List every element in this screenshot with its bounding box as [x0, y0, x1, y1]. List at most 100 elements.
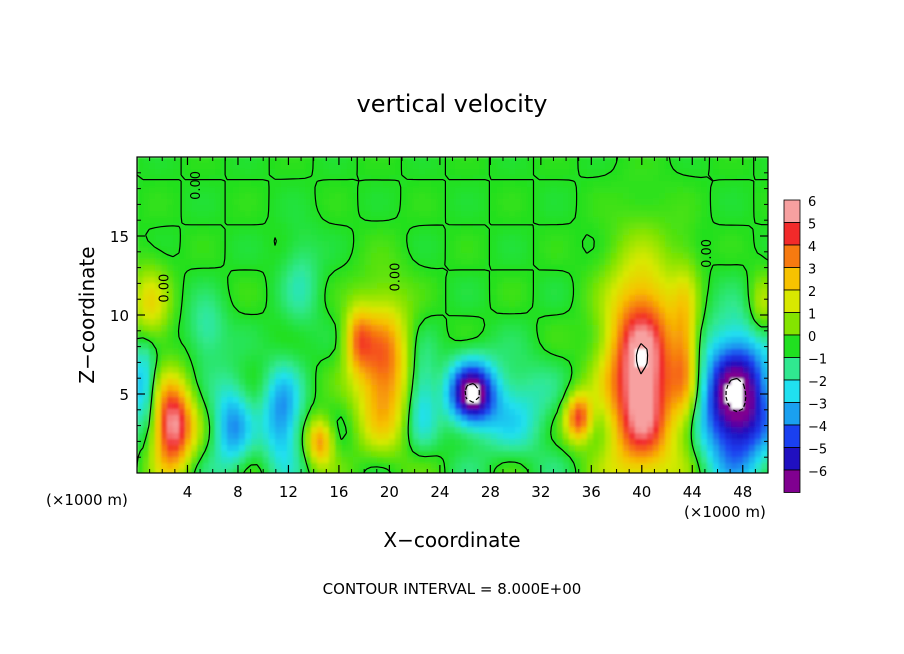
heatmap-cell [755, 187, 762, 194]
heatmap-cell [521, 193, 528, 200]
heatmap-cell [689, 295, 696, 302]
heatmap-cell [539, 391, 546, 398]
heatmap-cell [215, 229, 222, 236]
heatmap-cell [575, 385, 582, 392]
heatmap-cell [503, 421, 510, 428]
heatmap-cell [305, 331, 312, 338]
heatmap-cell [569, 235, 576, 242]
heatmap-cell [617, 379, 624, 386]
heatmap-cell [617, 235, 624, 242]
heatmap-cell [527, 373, 534, 380]
heatmap-cell [479, 367, 486, 374]
heatmap-cell [179, 427, 186, 434]
heatmap-cell [209, 319, 216, 326]
heatmap-cell [257, 313, 264, 320]
heatmap-cell [707, 415, 714, 422]
heatmap-cell [329, 421, 336, 428]
heatmap-cell [221, 163, 228, 170]
heatmap-cell [383, 403, 390, 410]
heatmap-cell [419, 229, 426, 236]
heatmap-cell [443, 313, 450, 320]
heatmap-cell [509, 325, 516, 332]
heatmap-cell [749, 205, 756, 212]
heatmap-cell [209, 391, 216, 398]
heatmap-cell [539, 199, 546, 206]
heatmap-cell [515, 355, 522, 362]
heatmap-cell [755, 211, 762, 218]
heatmap-cell [485, 391, 492, 398]
heatmap-cell [695, 349, 702, 356]
heatmap-cell [587, 403, 594, 410]
heatmap-cell [497, 253, 504, 260]
heatmap-cell [599, 289, 606, 296]
heatmap-cell [371, 379, 378, 386]
heatmap-cell [281, 163, 288, 170]
heatmap-cell [575, 337, 582, 344]
heatmap-cell [269, 367, 276, 374]
heatmap-cell [731, 421, 738, 428]
heatmap-cell [689, 409, 696, 416]
heatmap-cell [329, 409, 336, 416]
heatmap-cell [449, 295, 456, 302]
heatmap-cell [515, 265, 522, 272]
heatmap-cell [611, 265, 618, 272]
heatmap-cell [293, 211, 300, 218]
heatmap-cell [365, 199, 372, 206]
heatmap-cell [479, 373, 486, 380]
heatmap-cell [347, 343, 354, 350]
heatmap-cell [359, 229, 366, 236]
heatmap-cell [629, 409, 636, 416]
heatmap-cell [545, 187, 552, 194]
heatmap-cell [413, 301, 420, 308]
heatmap-cell [731, 157, 738, 164]
heatmap-cell [455, 259, 462, 266]
heatmap-cell [557, 277, 564, 284]
heatmap-cell [653, 217, 660, 224]
heatmap-cell [665, 163, 672, 170]
heatmap-cell [389, 319, 396, 326]
heatmap-cell [593, 217, 600, 224]
heatmap-cell [545, 271, 552, 278]
heatmap-cell [575, 367, 582, 374]
heatmap-cell [479, 211, 486, 218]
heatmap-cell [251, 289, 258, 296]
heatmap-cell [671, 169, 678, 176]
heatmap-cell [485, 229, 492, 236]
heatmap-cell [449, 433, 456, 440]
heatmap-cell [167, 193, 174, 200]
heatmap-cell [665, 421, 672, 428]
heatmap-cell [269, 331, 276, 338]
heatmap-cell [653, 163, 660, 170]
heatmap-cell [527, 193, 534, 200]
heatmap-cell [203, 361, 210, 368]
heatmap-cell [623, 415, 630, 422]
heatmap-cell [695, 331, 702, 338]
heatmap-cell [233, 391, 240, 398]
heatmap-cell [263, 181, 270, 188]
heatmap-cell [395, 397, 402, 404]
heatmap-cell [239, 319, 246, 326]
heatmap-cell [497, 235, 504, 242]
heatmap-cell [167, 313, 174, 320]
heatmap-cell [761, 187, 768, 194]
heatmap-cell [593, 205, 600, 212]
heatmap-cell [197, 307, 204, 314]
heatmap-cell [143, 259, 150, 266]
heatmap-cell [269, 277, 276, 284]
heatmap-cell [635, 313, 642, 320]
heatmap-cell [281, 193, 288, 200]
heatmap-cell [323, 289, 330, 296]
heatmap-cell [383, 199, 390, 206]
heatmap-cell [239, 253, 246, 260]
heatmap-cell [425, 199, 432, 206]
heatmap-cell [185, 205, 192, 212]
heatmap-cell [155, 343, 162, 350]
heatmap-cell [545, 205, 552, 212]
heatmap-cell [503, 283, 510, 290]
heatmap-cell [191, 199, 198, 206]
heatmap-cell [581, 361, 588, 368]
heatmap-cell [509, 247, 516, 254]
heatmap-cell [263, 355, 270, 362]
heatmap-cell [725, 421, 732, 428]
heatmap-cell [383, 421, 390, 428]
